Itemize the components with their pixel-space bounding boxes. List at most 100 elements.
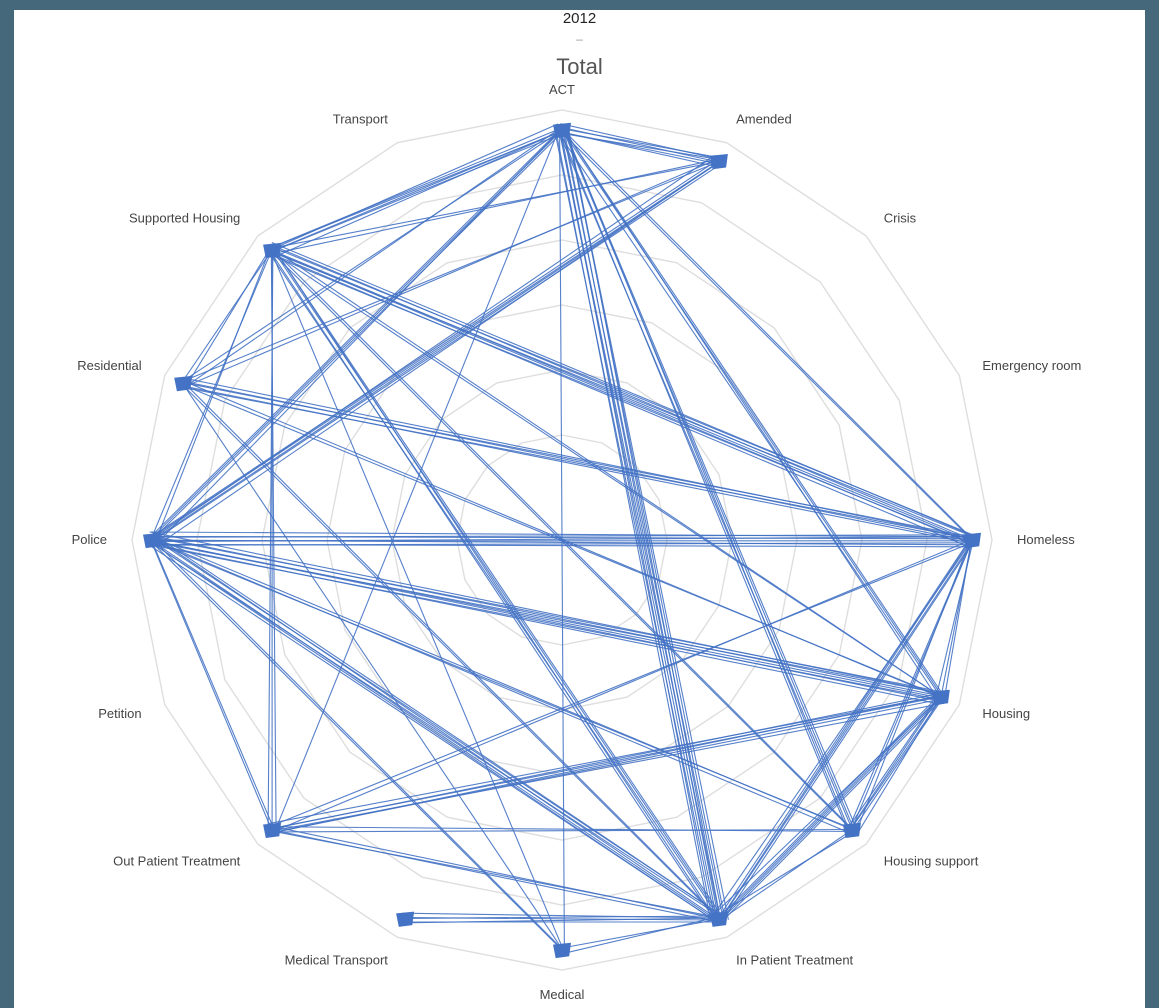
node-label-medical-transport: Medical Transport: [285, 952, 389, 967]
edge-act-to-housing-support: [563, 128, 851, 832]
node-label-crisis: Crisis: [884, 210, 917, 225]
edge-housing-to-housing-support: [847, 694, 940, 829]
edge-amended-to-supported-housing: [271, 161, 719, 249]
node-markers: [143, 122, 981, 959]
edge-residential-to-homeless: [185, 381, 970, 542]
edge-residential-to-medical: [180, 380, 565, 953]
edge-in-patient-treatment-to-homeless: [717, 537, 972, 920]
edge-act-to-in-patient-treatment: [555, 131, 712, 921]
node-marker-amended: [709, 154, 728, 170]
edge-act-to-police: [152, 131, 563, 540]
node-marker-medical-transport: [396, 911, 415, 927]
edge-police-to-homeless: [154, 535, 970, 540]
edge-medical-transport-to-in-patient-treatment: [402, 912, 722, 919]
edge-act-to-out-patient-treatment: [273, 127, 561, 833]
edge-in-patient-treatment-to-housing-support: [718, 828, 853, 922]
edge-police-to-medical: [149, 536, 566, 953]
edge-amended-to-police: [152, 163, 721, 542]
diagram-title: Total: [556, 54, 603, 79]
edge-out-patient-treatment-to-housing-support: [269, 826, 855, 833]
edge-police-to-medical: [151, 541, 562, 950]
edge-police-to-homeless: [149, 531, 975, 538]
edge-police-to-in-patient-treatment: [154, 537, 718, 920]
node-labels: ACT Amended Crisis Emergency room Homeless Ho…: [72, 82, 1082, 1002]
edge-act-to-housing-support: [562, 130, 854, 829]
edge-police-to-out-patient-treatment: [149, 537, 276, 833]
edge-police-to-housing-support: [153, 539, 850, 834]
node-label-residential: Residential: [77, 358, 141, 373]
edge-act-to-homeless: [561, 131, 972, 540]
edge-supported-housing-to-medical: [269, 247, 565, 953]
edge-amended-to-police: [149, 160, 723, 543]
edge-in-patient-treatment-to-housing: [717, 694, 941, 920]
edge-in-patient-treatment-to-housing: [722, 698, 943, 922]
node-marker-housing-support: [842, 822, 861, 839]
edge-act-to-residential: [182, 130, 562, 382]
edge-police-to-in-patient-treatment: [148, 544, 717, 923]
year-label: 2012: [562, 10, 597, 27]
node-label-police: Police: [72, 532, 107, 547]
node-marker-out-patient-treatment: [263, 822, 282, 839]
node-label-emergency-room: Emergency room: [982, 358, 1081, 373]
network-graph: ACT Amended Crisis Emergency room Homeless Ho…: [72, 82, 1082, 1002]
edge-act-to-supported-housing: [275, 130, 562, 257]
edge-supported-housing-to-residential: [182, 250, 272, 382]
edge-supported-housing-to-residential: [185, 247, 271, 387]
edge-medical-transport-to-in-patient-treatment: [407, 917, 717, 921]
node-label-transport: Transport: [333, 112, 389, 127]
edge-out-patient-treatment-to-housing: [270, 702, 945, 832]
node-label-out-patient-treatment: Out Patient Treatment: [113, 854, 241, 869]
node-marker-medical: [553, 942, 571, 959]
edge-supported-housing-to-in-patient-treatment: [272, 250, 721, 918]
edge-amended-to-police: [156, 161, 720, 547]
node-marker-homeless: [963, 532, 981, 549]
node-marker-residential: [174, 375, 193, 392]
edge-act-to-supported-housing: [269, 127, 563, 249]
edge-out-patient-treatment-to-in-patient-treatment: [274, 829, 717, 923]
edge-housing-to-homeless: [944, 541, 972, 697]
node-label-petition: Petition: [98, 706, 141, 721]
edges: [147, 123, 977, 954]
edge-supported-housing-to-out-patient-treatment: [267, 248, 274, 832]
edge-homeless-to-housing-support: [847, 537, 974, 831]
edge-out-patient-treatment-to-housing: [268, 694, 943, 825]
node-label-homeless: Homeless: [1017, 532, 1075, 547]
grid-ring-1: [196, 174, 928, 906]
edge-police-to-in-patient-treatment: [151, 540, 718, 921]
node-label-in-patient-treatment: In Patient Treatment: [736, 952, 853, 967]
edge-act-to-residential: [185, 127, 561, 387]
edge-police-to-homeless: [149, 539, 975, 546]
edge-amended-to-supported-housing: [274, 159, 717, 254]
title-separator: –: [576, 32, 583, 46]
edge-police-to-in-patient-treatment: [153, 538, 722, 916]
edge-amended-to-police: [151, 155, 715, 540]
edge-in-patient-treatment-to-housing-support: [715, 831, 855, 917]
edge-act-to-in-patient-treatment: [567, 127, 721, 920]
edge-supported-housing-to-homeless: [270, 254, 971, 544]
edge-supported-housing-to-housing: [271, 251, 941, 697]
node-label-medical: Medical: [540, 987, 585, 1002]
edge-act-to-in-patient-treatment: [559, 129, 714, 921]
edge-act-to-homeless: [559, 126, 976, 543]
node-marker-supported-housing: [263, 242, 282, 259]
edge-supported-housing-to-homeless: [272, 253, 968, 547]
node-label-amended: Amended: [736, 112, 792, 127]
edge-act-to-supported-housing: [272, 132, 564, 252]
diagram-canvas: 2012 – Total ACT Amended Crisis Emergency r…: [14, 10, 1145, 1008]
edge-supported-housing-to-in-patient-treatment: [274, 248, 717, 921]
node-label-supported-housing: Supported Housing: [129, 210, 240, 225]
edge-police-to-in-patient-treatment: [150, 541, 721, 917]
edge-in-patient-treatment-to-housing: [720, 697, 939, 918]
edge-supported-housing-to-housing: [269, 246, 944, 700]
edge-residential-to-homeless: [181, 377, 976, 540]
edge-supported-housing-to-police: [154, 247, 271, 543]
edge-act-to-police: [148, 127, 565, 541]
edge-police-to-out-patient-treatment: [150, 541, 272, 830]
node-marker-police: [143, 532, 161, 549]
edge-act-to-housing-support: [558, 132, 853, 829]
edge-supported-housing-to-in-patient-treatment: [271, 245, 725, 920]
edge-in-patient-treatment-to-homeless: [720, 540, 971, 918]
edge-supported-housing-to-in-patient-treatment: [269, 253, 720, 918]
edge-police-to-homeless: [154, 543, 970, 548]
edge-amended-to-residential: [185, 158, 718, 387]
